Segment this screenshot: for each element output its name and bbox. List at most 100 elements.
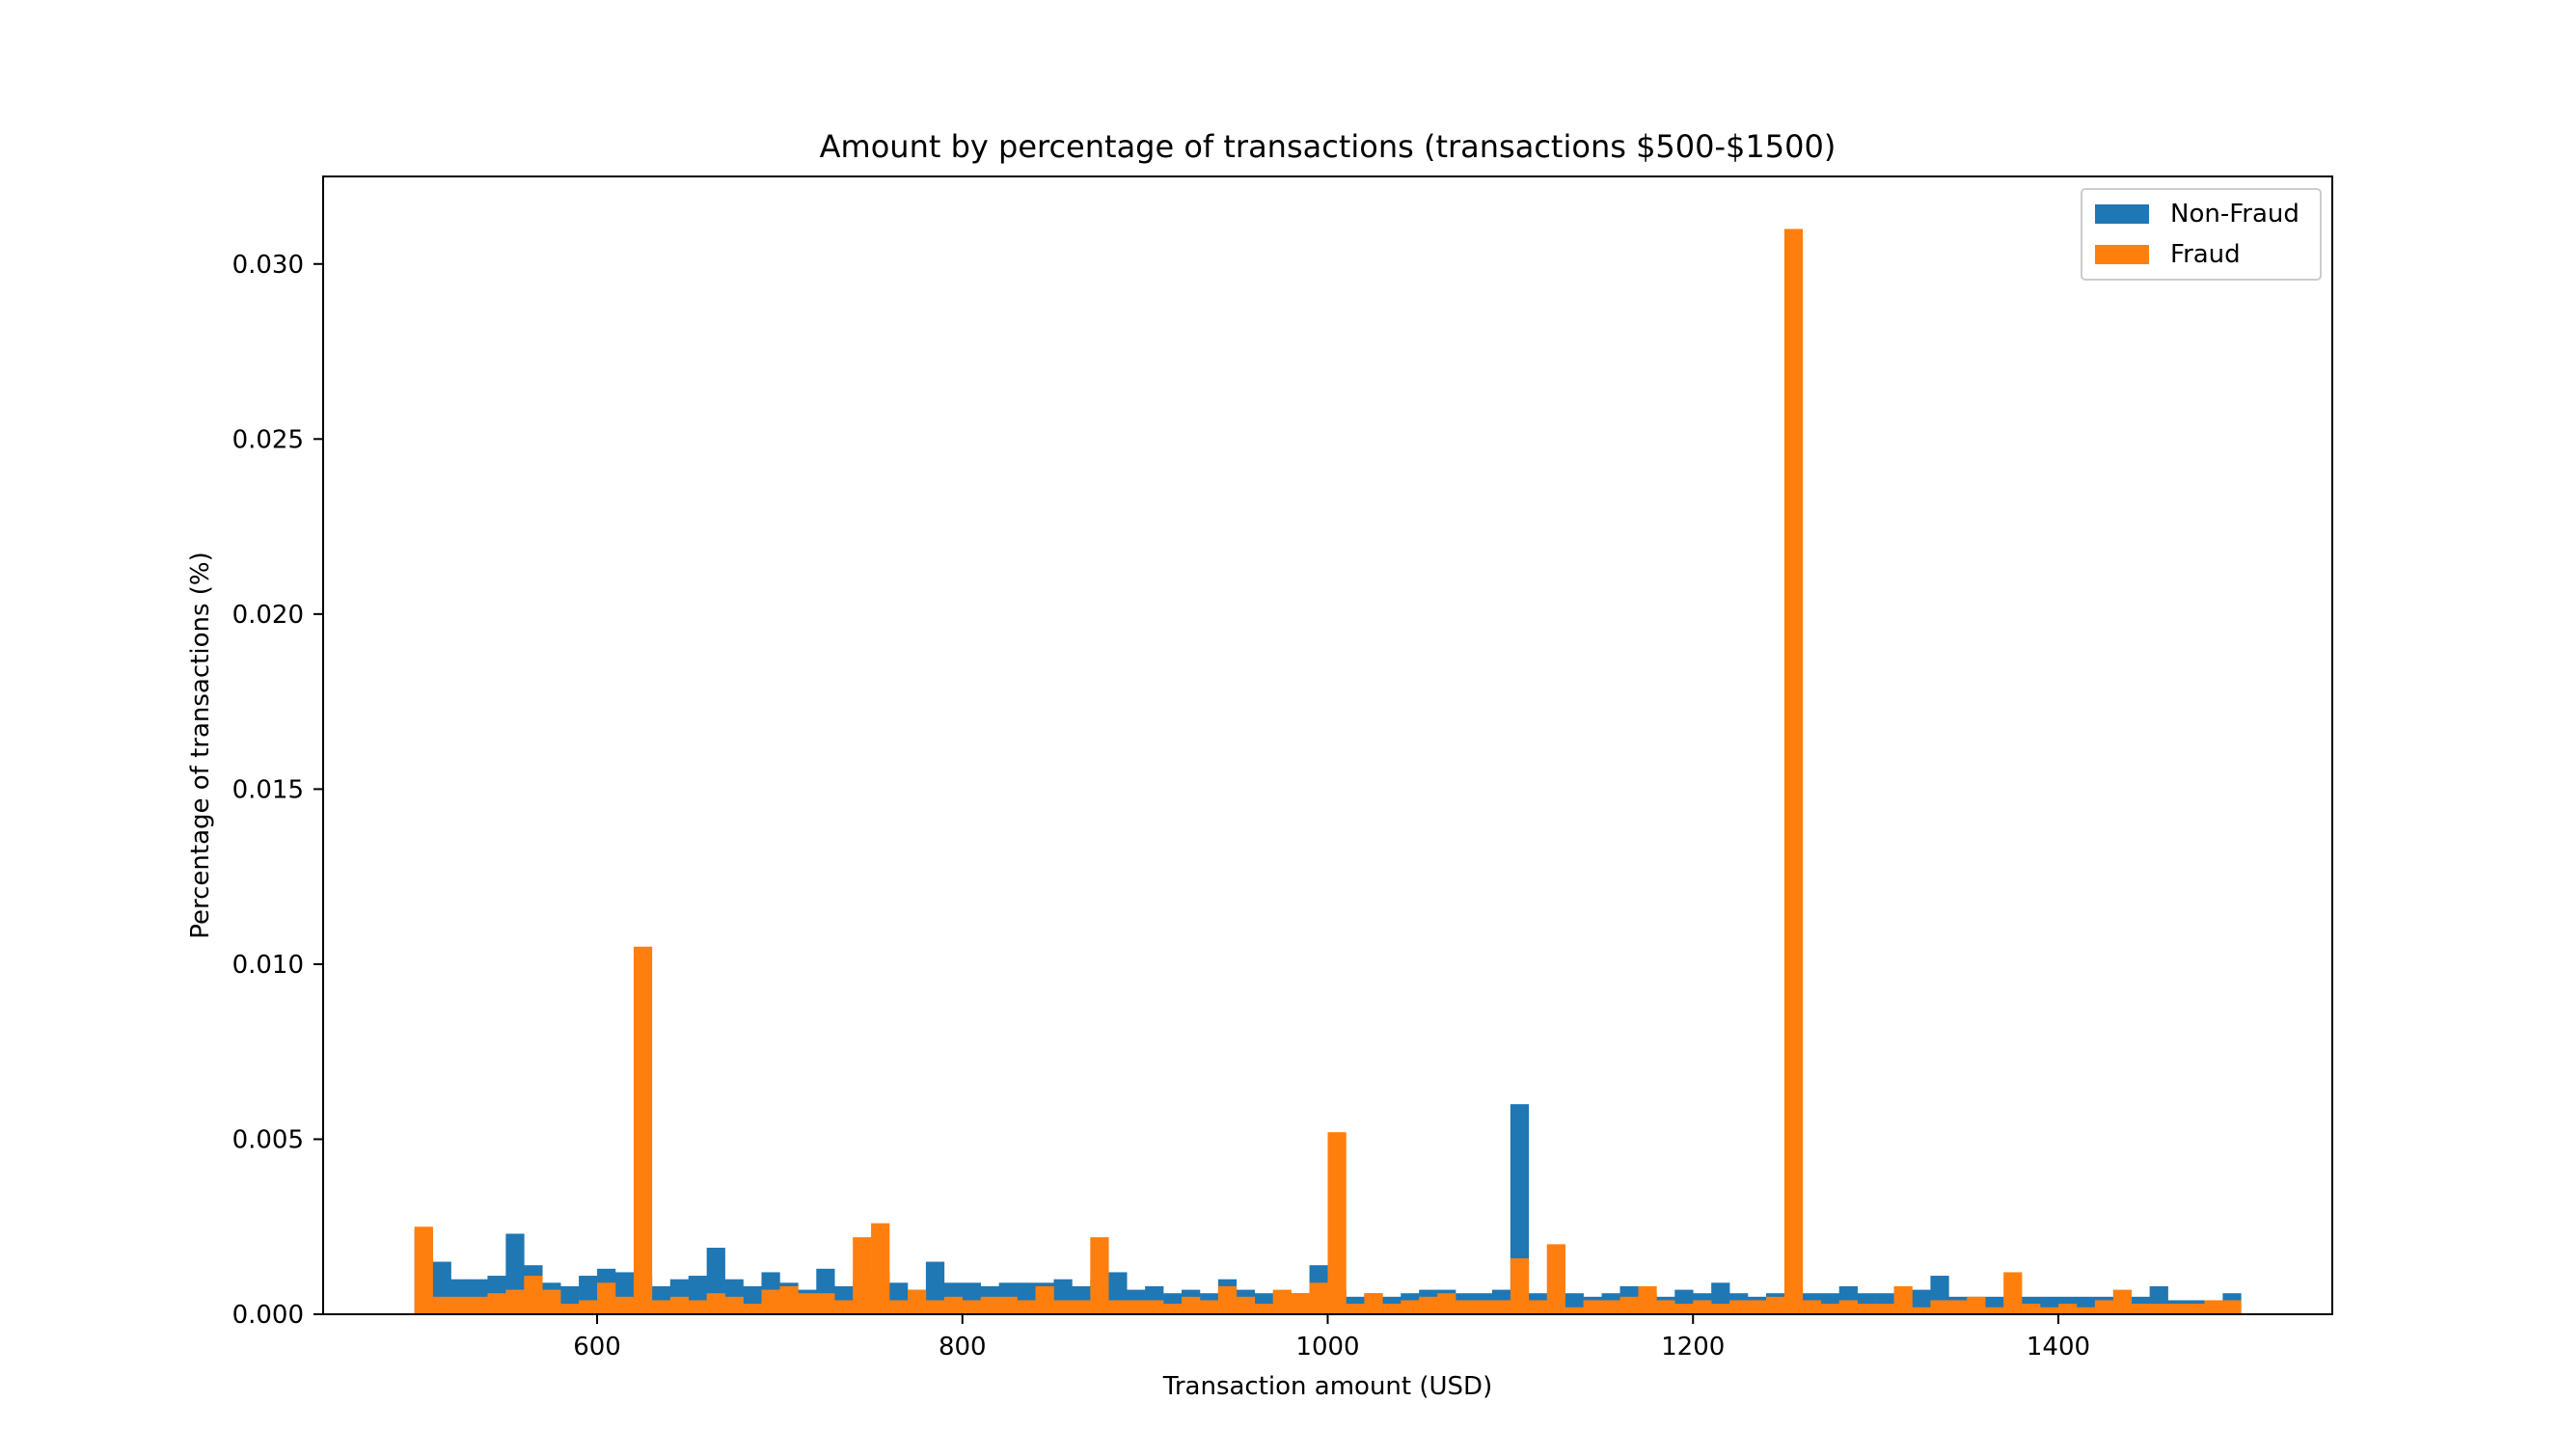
bar-fraud-99 (2222, 1300, 2242, 1314)
bar-fraud-0 (414, 1227, 433, 1314)
bar-fraud-92 (2094, 1300, 2114, 1314)
bar-fraud-66 (1619, 1296, 1639, 1314)
bar-fraud-31 (980, 1296, 999, 1314)
bar-fraud-62 (1546, 1244, 1565, 1314)
bar-fraud-6 (524, 1276, 543, 1314)
bar-fraud-41 (1163, 1304, 1183, 1314)
y-tick-label: 0.020 (232, 601, 304, 630)
bar-fraud-85 (1967, 1296, 1986, 1314)
x-axis: 600 800 1000 1200 1400 (573, 1314, 2090, 1362)
bar-fraud-69 (1674, 1304, 1694, 1314)
bar-fraud-14 (669, 1296, 690, 1314)
x-tick-label: 1200 (1661, 1333, 1725, 1362)
bar-fraud-70 (1693, 1300, 1712, 1314)
bar-fraud-75 (1783, 229, 1804, 1314)
bar-fraud-3 (469, 1296, 488, 1314)
legend-swatch-non-fraud (2095, 204, 2149, 224)
x-tick-label: 1000 (1295, 1333, 1359, 1362)
y-axis-title: Percentage of transactions (%) (186, 552, 215, 939)
bar-fraud-5 (505, 1289, 525, 1314)
bar-fraud-32 (998, 1296, 1018, 1314)
bar-fraud-82 (1912, 1307, 1931, 1314)
bar-fraud-34 (1035, 1285, 1054, 1314)
bar-fraud-28 (925, 1300, 945, 1314)
bar-fraud-72 (1729, 1300, 1749, 1314)
bar-fraud-88 (2022, 1304, 2041, 1314)
bar-fraud-29 (943, 1296, 964, 1314)
bar-fraud-30 (962, 1300, 982, 1314)
bar-fraud-94 (2131, 1304, 2150, 1314)
bar-fraud-48 (1291, 1293, 1310, 1314)
legend-label-non-fraud: Non-Fraud (2170, 200, 2299, 229)
bar-fraud-10 (597, 1282, 616, 1314)
bar-fraud-20 (779, 1285, 799, 1314)
bar-fraud-51 (1346, 1304, 1365, 1314)
bar-fraud-57 (1456, 1300, 1475, 1314)
y-tick-label: 0.030 (232, 251, 304, 280)
bar-fraud-35 (1053, 1300, 1073, 1314)
bar-fraud-46 (1254, 1304, 1273, 1314)
bar-fraud-71 (1711, 1304, 1730, 1314)
y-axis: 0.000 0.005 0.010 0.015 0.020 0.025 0.030 (232, 251, 323, 1330)
bar-fraud-42 (1182, 1296, 1201, 1314)
x-tick-label: 800 (939, 1333, 987, 1362)
bar-fraud-80 (1875, 1304, 1894, 1314)
bar-fraud-33 (1017, 1300, 1036, 1314)
y-tick-label: 0.000 (232, 1301, 304, 1330)
bar-fraud-74 (1765, 1296, 1785, 1314)
bar-fraud-64 (1583, 1300, 1602, 1314)
bar-fraud-22 (816, 1293, 835, 1314)
bar-fraud-13 (651, 1300, 671, 1314)
bar-fraud-37 (1090, 1237, 1109, 1314)
y-tick-label: 0.010 (232, 951, 304, 980)
bar-fraud-19 (761, 1289, 780, 1314)
bar-fraud-61 (1528, 1300, 1548, 1314)
bar-fraud-2 (450, 1296, 470, 1314)
bar-fraud-76 (1802, 1300, 1822, 1314)
bar-fraud-38 (1108, 1300, 1128, 1314)
bar-fraud-9 (579, 1300, 598, 1314)
bar-fraud-25 (871, 1223, 890, 1314)
bar-fraud-87 (2003, 1272, 2023, 1314)
bar-fraud-36 (1072, 1300, 1091, 1314)
bar-fraud-65 (1601, 1300, 1620, 1314)
bar-fraud-91 (2076, 1307, 2096, 1314)
bar-fraud-79 (1857, 1304, 1876, 1314)
bar-fraud-1 (432, 1296, 451, 1314)
bar-fraud-27 (907, 1289, 927, 1314)
bar-fraud-52 (1364, 1293, 1383, 1314)
y-tick-label: 0.015 (232, 775, 304, 804)
bar-fraud-67 (1638, 1285, 1657, 1314)
bar-fraud-93 (2112, 1289, 2132, 1314)
bar-fraud-95 (2149, 1304, 2168, 1314)
bar-fraud-26 (889, 1300, 909, 1314)
bar-fraud-50 (1327, 1132, 1347, 1314)
bar-fraud-56 (1437, 1293, 1456, 1314)
bar-fraud-47 (1272, 1289, 1292, 1314)
bar-fraud-96 (2167, 1304, 2187, 1314)
legend-swatch-fraud (2095, 245, 2149, 264)
y-tick-label: 0.025 (232, 425, 304, 454)
bar-fraud-84 (1948, 1300, 1968, 1314)
bar-fraud-73 (1748, 1300, 1767, 1314)
bar-fraud-89 (2040, 1307, 2059, 1314)
bar-fraud-23 (834, 1300, 854, 1314)
x-axis-title: Transaction amount (USD) (1162, 1372, 1492, 1401)
bar-fraud-59 (1491, 1300, 1511, 1314)
bar-fraud-24 (853, 1237, 872, 1314)
bar-fraud-12 (633, 946, 653, 1314)
bar-fraud-98 (2204, 1300, 2223, 1314)
bar-fraud-43 (1199, 1300, 1219, 1314)
bar-fraud-97 (2186, 1304, 2205, 1314)
chart-title: Amount by percentage of transactions (tr… (820, 128, 1837, 165)
bar-fraud-21 (798, 1293, 817, 1314)
y-tick-label: 0.005 (232, 1125, 304, 1154)
bar-fraud-81 (1893, 1285, 1913, 1314)
bar-fraud-15 (688, 1300, 707, 1314)
bar-fraud-49 (1309, 1282, 1328, 1314)
legend-label-fraud: Fraud (2170, 240, 2241, 269)
bar-fraud-44 (1217, 1285, 1238, 1314)
bar-fraud-7 (542, 1289, 561, 1314)
bar-fraud-68 (1656, 1300, 1675, 1314)
